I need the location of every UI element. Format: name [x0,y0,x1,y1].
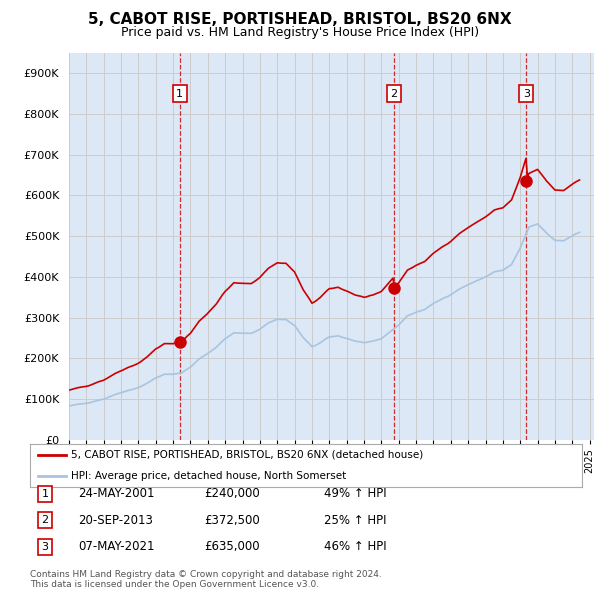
Text: 1: 1 [41,489,49,499]
Text: 5, CABOT RISE, PORTISHEAD, BRISTOL, BS20 6NX (detached house): 5, CABOT RISE, PORTISHEAD, BRISTOL, BS20… [71,450,424,460]
Text: 46% ↑ HPI: 46% ↑ HPI [324,540,386,553]
Text: HPI: Average price, detached house, North Somerset: HPI: Average price, detached house, Nort… [71,471,347,481]
Text: 2: 2 [41,516,49,525]
Text: £240,000: £240,000 [204,487,260,500]
Text: 5, CABOT RISE, PORTISHEAD, BRISTOL, BS20 6NX: 5, CABOT RISE, PORTISHEAD, BRISTOL, BS20… [88,12,512,27]
Text: 3: 3 [41,542,49,552]
Text: 2: 2 [391,88,397,99]
Text: Price paid vs. HM Land Registry's House Price Index (HPI): Price paid vs. HM Land Registry's House … [121,26,479,39]
Text: £372,500: £372,500 [204,514,260,527]
Text: 49% ↑ HPI: 49% ↑ HPI [324,487,386,500]
Text: 20-SEP-2013: 20-SEP-2013 [78,514,153,527]
Text: 24-MAY-2001: 24-MAY-2001 [78,487,155,500]
Text: £635,000: £635,000 [204,540,260,553]
Text: 25% ↑ HPI: 25% ↑ HPI [324,514,386,527]
Text: 07-MAY-2021: 07-MAY-2021 [78,540,155,553]
Text: 3: 3 [523,88,530,99]
Text: Contains HM Land Registry data © Crown copyright and database right 2024.
This d: Contains HM Land Registry data © Crown c… [30,570,382,589]
Text: 1: 1 [176,88,183,99]
